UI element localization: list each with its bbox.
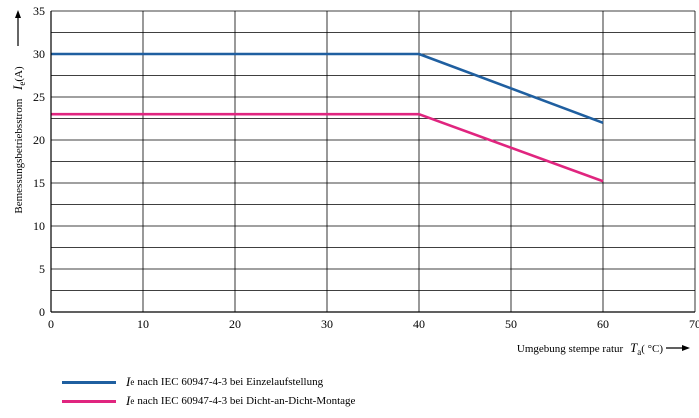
- y-axis-subscript: e: [17, 82, 27, 86]
- legend-text: nach IEC 60947-4-3 bei Einzelaufstellung: [137, 376, 324, 388]
- legend-subscript: e: [130, 377, 135, 387]
- y-tick-label: 20: [33, 133, 45, 147]
- x-tick-label: 30: [321, 317, 333, 331]
- x-axis-unit: ( °C): [641, 343, 663, 355]
- series-line-1: [51, 52, 604, 125]
- x-axis-subscript: a: [637, 347, 641, 357]
- x-tick-label: 0: [48, 317, 54, 331]
- x-axis-label-text: Umgebung stempe ratur: [517, 343, 624, 355]
- y-tick-label: 35: [33, 4, 45, 18]
- chart-series: [51, 52, 604, 183]
- y-axis-unit: (A): [13, 66, 25, 82]
- x-tick-label: 50: [505, 317, 517, 331]
- series-line-2: [51, 112, 604, 183]
- y-axis-arrow-icon: [15, 10, 21, 46]
- legend-subscript: e: [130, 396, 135, 406]
- x-tick-label: 70: [689, 317, 699, 331]
- x-axis-arrow-icon: [666, 345, 690, 351]
- y-axis-label-text: Bemessungsbetriebsstrom: [13, 98, 25, 213]
- chart-axes: [50, 11, 695, 313]
- legend-text: nach IEC 60947-4-3 bei Dicht-an-Dicht-Mo…: [137, 395, 356, 407]
- y-tick-label: 30: [33, 47, 45, 61]
- x-tick-label: 20: [229, 317, 241, 331]
- legend-symbol: I: [126, 393, 131, 408]
- y-tick-label: 0: [39, 305, 45, 319]
- y-tick-label: 25: [33, 90, 45, 104]
- chart-grid: [51, 10, 696, 312]
- legend-symbol: I: [126, 374, 131, 389]
- y-tick-label: 5: [39, 262, 45, 276]
- x-axis-symbol: T: [630, 340, 638, 355]
- legend-swatch-pink: [62, 399, 116, 403]
- x-axis-label: Umgebung stempe ratur Ta( °C): [517, 340, 663, 357]
- x-tick-label: 40: [413, 317, 425, 331]
- y-tick-label: 10: [33, 219, 45, 233]
- y-axis-symbol: I: [10, 85, 25, 91]
- x-tick-label: 10: [137, 317, 149, 331]
- y-axis-label: Bemessungsbetriebsstrom Ie(A): [10, 66, 27, 214]
- chart-tick-labels: 0 5 10 15 20 25 30 35 0 10 20 30 40 50 60 70: [33, 4, 699, 331]
- y-tick-label: 15: [33, 176, 45, 190]
- legend-swatch-blue: [62, 380, 116, 384]
- x-tick-label: 60: [597, 317, 609, 331]
